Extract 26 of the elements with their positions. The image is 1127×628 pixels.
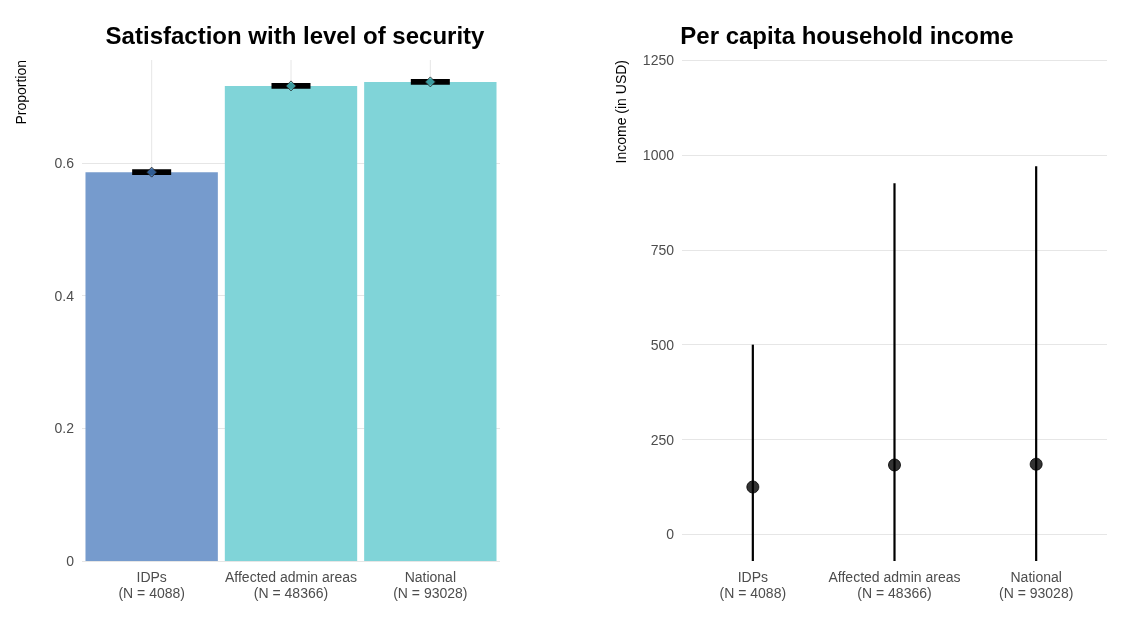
- x-tick-label: National (N = 93028): [393, 569, 468, 601]
- y-tick-label: 0: [66, 553, 75, 569]
- x-tick-label: IDPs (N = 4088): [118, 569, 185, 601]
- x-tick-label: Affected admin areas (N = 48366): [828, 569, 961, 601]
- y-tick-label: 1000: [642, 146, 675, 163]
- point: [146, 166, 158, 178]
- y-tick-label: 0.6: [54, 154, 75, 171]
- chart-title: Per capita household income: [680, 21, 1014, 49]
- point: [888, 458, 901, 472]
- x-tick-label: Affected admin areas (N = 48366): [224, 569, 358, 601]
- y-tick-label: 0.4: [54, 287, 75, 304]
- x-tick-label: National (N = 93028): [999, 569, 1074, 601]
- y-tick-label: 0.2: [54, 420, 75, 437]
- chart-title: Satisfaction with level of security: [105, 21, 486, 49]
- y-axis-title: Income (in USD): [613, 60, 629, 164]
- y-tick-label: 500: [650, 336, 675, 353]
- point: [424, 76, 436, 88]
- y-axis-title: Proportion: [13, 60, 29, 125]
- x-tick-label: IDPs (N = 4088): [719, 569, 787, 601]
- point: [746, 480, 760, 494]
- y-tick-label: 0: [666, 526, 675, 543]
- point: [1029, 457, 1043, 471]
- point: [285, 80, 297, 92]
- y-tick-label: 250: [650, 431, 675, 448]
- y-tick-label: 750: [650, 241, 675, 258]
- y-tick-label: 1250: [642, 52, 675, 68]
